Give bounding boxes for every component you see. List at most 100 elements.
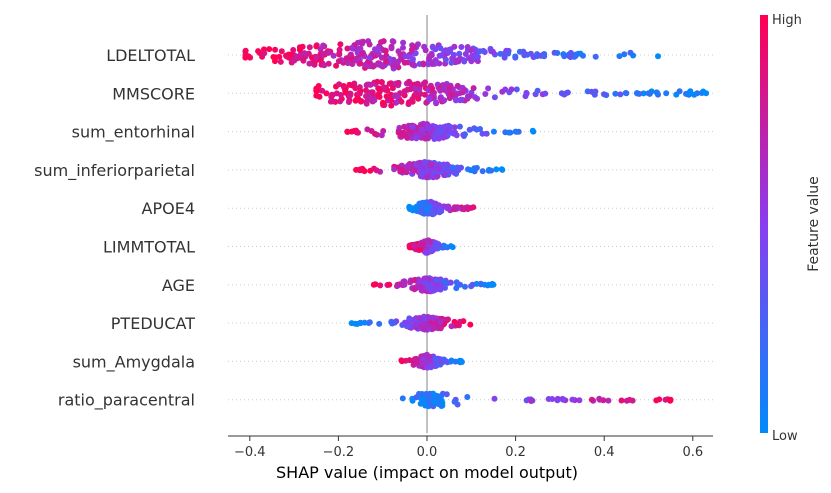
shap-point — [421, 159, 428, 166]
shap-point — [418, 131, 424, 138]
shap-point — [379, 99, 386, 106]
shap-point — [401, 130, 408, 137]
feature-label: ratio_paracentral — [58, 391, 195, 411]
shap-outlier-point — [667, 396, 674, 403]
shap-point — [441, 172, 448, 179]
shap-point — [272, 46, 279, 53]
shap-point — [627, 49, 634, 56]
shap-point — [380, 38, 387, 45]
colorbar-high-label: High — [772, 13, 802, 28]
shap-point — [468, 58, 475, 65]
shap-point — [616, 53, 623, 60]
shap-point — [412, 322, 418, 329]
shap-point — [266, 46, 273, 53]
shap-point — [412, 205, 419, 212]
shap-point — [429, 315, 436, 322]
shap-point — [416, 163, 423, 170]
shap-point — [471, 125, 478, 132]
shap-point — [462, 51, 469, 57]
shap-outlier-point — [645, 90, 652, 97]
shap-point — [411, 277, 417, 284]
shap-point — [424, 133, 431, 140]
shap-point — [397, 51, 404, 58]
shap-point — [438, 52, 445, 59]
shap-point — [447, 279, 454, 286]
shap-point — [452, 129, 458, 136]
shap-point — [429, 209, 435, 216]
shap-point — [433, 173, 440, 180]
shap-point — [549, 396, 556, 402]
shap-point — [566, 53, 573, 60]
shap-point — [245, 53, 252, 60]
shap-point — [626, 396, 633, 403]
colorbar-low-label: Low — [772, 429, 798, 444]
shap-point — [466, 93, 473, 100]
shap-point — [335, 58, 342, 65]
shap-outlier-point — [357, 320, 364, 327]
shap-point — [427, 161, 434, 168]
shap-point — [513, 86, 520, 93]
shap-point — [433, 277, 440, 284]
shap-point — [354, 49, 361, 56]
shap-outlier-point — [596, 396, 603, 403]
shap-outlier-point — [481, 281, 488, 288]
shap-point — [421, 326, 428, 333]
shap-point — [491, 94, 498, 101]
shap-point — [287, 52, 294, 59]
shap-point — [420, 320, 427, 327]
shap-point — [617, 91, 624, 98]
feature-label: PTEDUCAT — [111, 314, 195, 333]
shap-point — [479, 130, 486, 137]
shap-point — [421, 43, 428, 50]
shap-point — [445, 47, 452, 53]
shap-point — [435, 166, 442, 173]
shap-point — [417, 400, 424, 407]
shap-point — [448, 59, 455, 66]
shap-outlier-point — [353, 166, 360, 173]
shap-point — [676, 88, 683, 95]
shap-outlier-point — [490, 281, 497, 288]
shap-point — [403, 169, 410, 176]
colorbar: High Low Feature value — [760, 13, 822, 444]
shap-point — [444, 205, 451, 212]
shap-point — [426, 125, 433, 131]
shap-point — [437, 286, 444, 293]
shap-point — [323, 90, 330, 97]
shap-outlier-point — [530, 128, 537, 135]
shap-outlier-point — [623, 90, 630, 97]
shap-points — [242, 38, 710, 410]
shap-point — [406, 78, 412, 85]
shap-point — [349, 61, 356, 67]
shap-point — [366, 55, 373, 62]
shap-point — [456, 123, 463, 130]
shap-point — [337, 92, 344, 98]
feature-label: AGE — [162, 276, 195, 295]
shap-point — [320, 51, 327, 58]
shap-outlier-point — [486, 166, 492, 173]
shap-point — [413, 135, 420, 142]
shap-point — [469, 52, 476, 59]
shap-outlier-point — [348, 128, 355, 135]
shap-point — [505, 129, 512, 136]
shap-point — [402, 53, 409, 60]
shap-point — [397, 168, 404, 175]
feature-label: sum_inferiorparietal — [34, 161, 195, 181]
shap-point — [452, 97, 459, 104]
shap-point — [508, 86, 515, 93]
shap-point — [373, 167, 380, 174]
shap-point — [461, 86, 468, 93]
shap-point — [428, 362, 434, 369]
shap-outlier-point — [344, 128, 351, 135]
shap-point — [467, 321, 474, 328]
shap-point — [404, 86, 411, 93]
shap-outlier-point — [512, 128, 519, 135]
colorbar-title: Feature value — [806, 176, 822, 272]
shap-point — [482, 91, 489, 97]
shap-point — [476, 48, 483, 55]
shap-point — [383, 58, 390, 65]
shap-point — [467, 47, 474, 54]
shap-point — [437, 45, 444, 52]
shap-point — [442, 56, 449, 63]
shap-point — [388, 318, 395, 325]
